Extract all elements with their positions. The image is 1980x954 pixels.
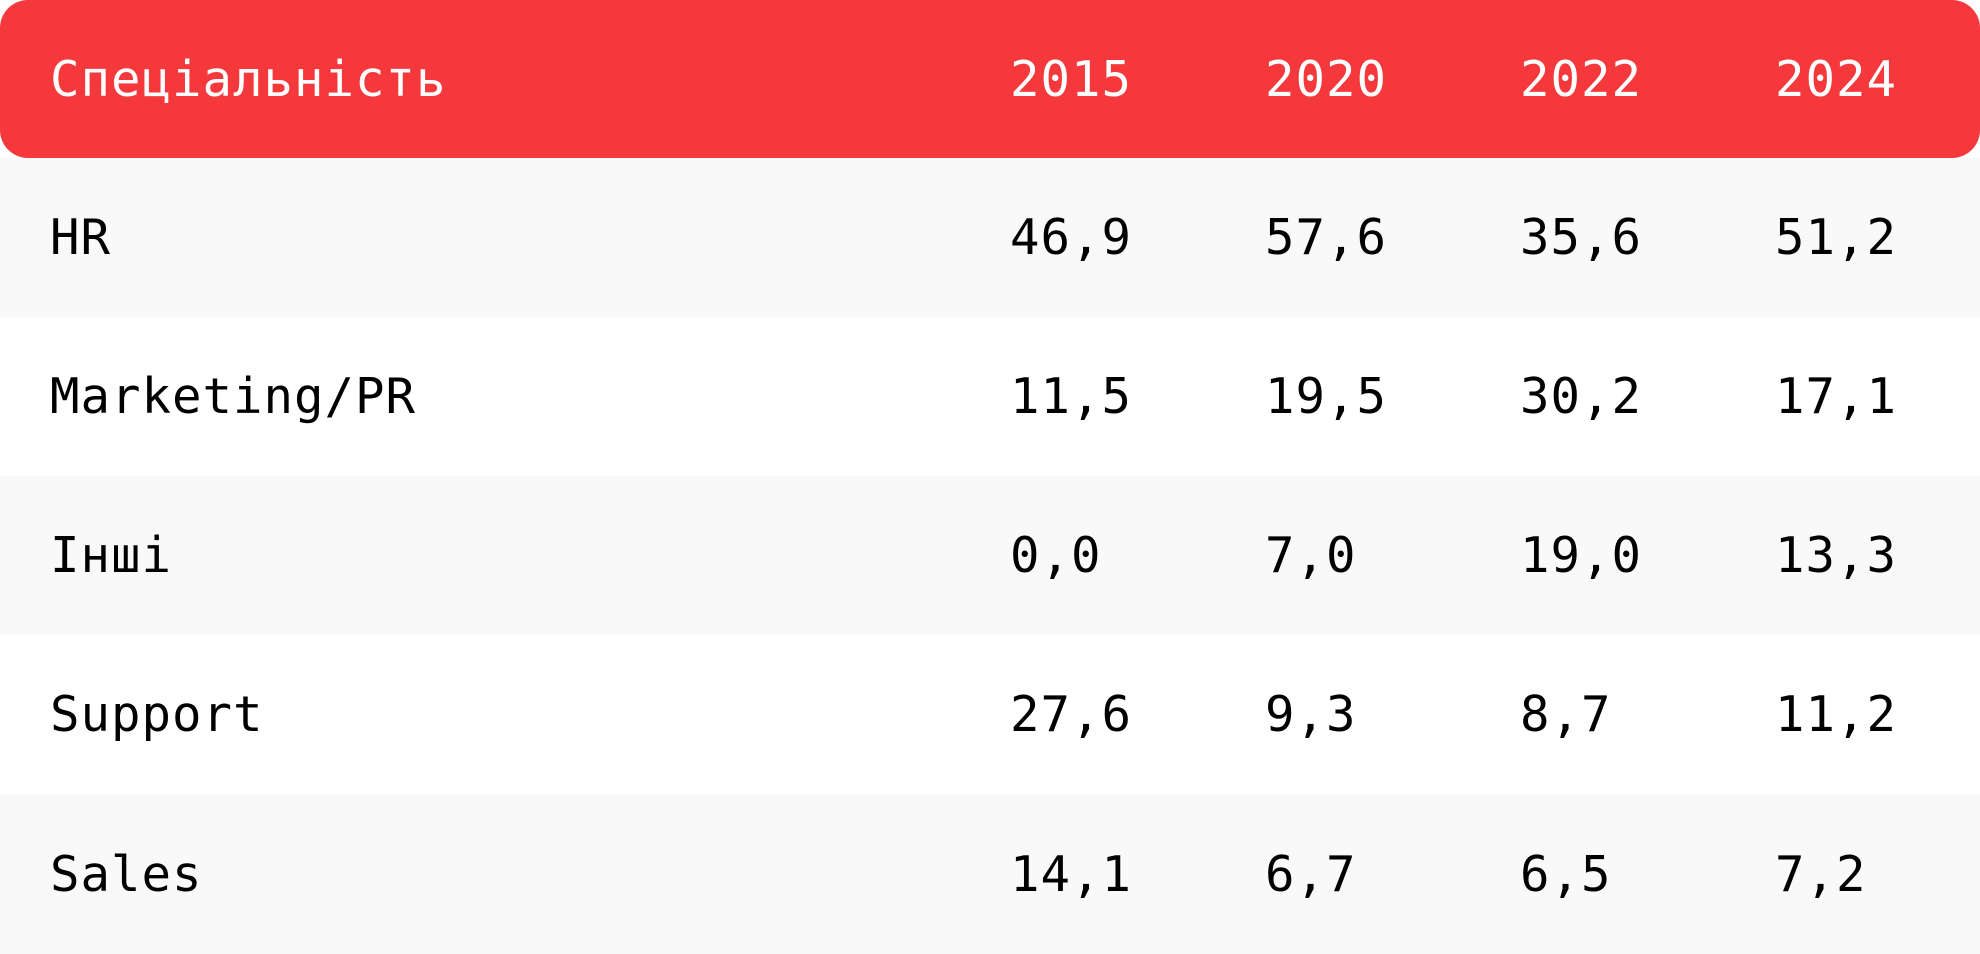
table-row-hr: HR 46,9 57,6 35,6 51,2	[0, 158, 1980, 317]
row-label: Support	[50, 686, 264, 743]
table-row-other: Інші 0,0 7,0 19,0 13,3	[0, 476, 1980, 635]
row-label: Інші	[50, 527, 173, 584]
header-cell-2022: 2022	[1520, 50, 1643, 108]
value-cell: 11,2	[1775, 686, 1898, 743]
header-cell-specialty: Спеціальність	[50, 50, 447, 108]
value-cell: 57,6	[1265, 209, 1388, 266]
value-cell: 9,3	[1265, 686, 1357, 743]
table-row-sales: Sales 14,1 6,7 6,5 7,2	[0, 794, 1980, 954]
value-cell: 6,5	[1520, 845, 1612, 903]
value-cell: 7,0	[1265, 527, 1357, 584]
row-label: Marketing/PR	[50, 368, 417, 425]
value-cell: 0,0	[1010, 527, 1102, 584]
header-cell-2015: 2015	[1010, 50, 1133, 108]
value-cell: 46,9	[1010, 209, 1133, 266]
header-cell-2020: 2020	[1265, 50, 1388, 108]
value-cell: 27,6	[1010, 686, 1133, 743]
row-label: Sales	[50, 845, 203, 903]
value-cell: 6,7	[1265, 845, 1357, 903]
row-label: HR	[50, 209, 112, 266]
value-cell: 19,5	[1265, 368, 1388, 425]
value-cell: 13,3	[1775, 527, 1898, 584]
value-cell: 30,2	[1520, 368, 1643, 425]
value-cell: 51,2	[1775, 209, 1898, 266]
value-cell: 11,5	[1010, 368, 1133, 425]
table-header-row: Спеціальність 2015 2020 2022 2024	[0, 0, 1980, 158]
header-cell-2024: 2024	[1775, 50, 1898, 108]
table-row-marketing-pr: Marketing/PR 11,5 19,5 30,2 17,1	[0, 317, 1980, 476]
value-cell: 14,1	[1010, 845, 1133, 903]
value-cell: 7,2	[1775, 845, 1867, 903]
table-row-support: Support 27,6 9,3 8,7 11,2	[0, 635, 1980, 794]
value-cell: 35,6	[1520, 209, 1643, 266]
value-cell: 8,7	[1520, 686, 1612, 743]
value-cell: 17,1	[1775, 368, 1898, 425]
value-cell: 19,0	[1520, 527, 1643, 584]
